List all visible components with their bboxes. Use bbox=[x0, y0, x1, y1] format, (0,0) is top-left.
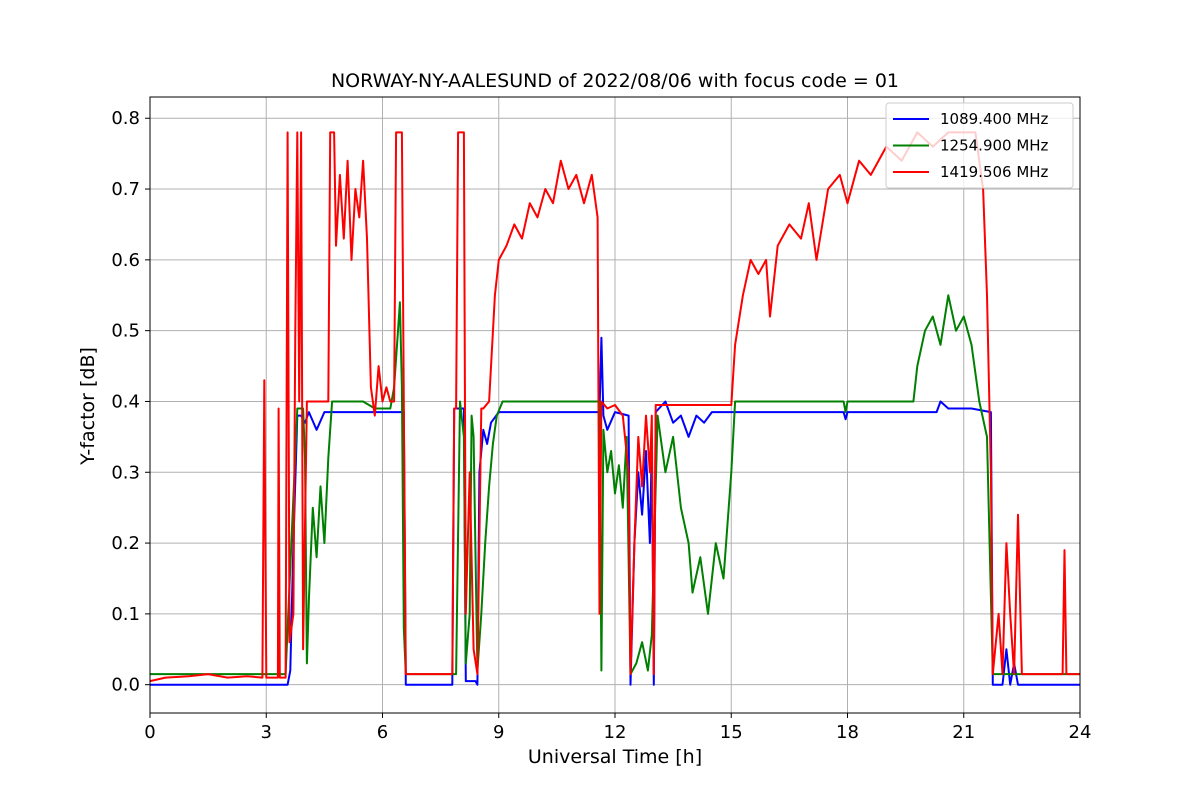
y-axis-ticks: 0.0 0.1 0.2 0.3 0.4 0.5 0.6 0.7 0.8 bbox=[111, 108, 150, 696]
legend-box bbox=[885, 102, 1074, 189]
y-tick-label: 0.7 bbox=[111, 179, 140, 200]
x-axis-label: Universal Time [h] bbox=[528, 746, 702, 768]
y-axis-label: Y-factor [dB] bbox=[77, 347, 99, 466]
series-line-1 bbox=[150, 336, 1080, 686]
x-tick-label: 9 bbox=[493, 722, 504, 743]
x-tick-label: 6 bbox=[377, 722, 388, 743]
legend: 1089.400 MHz 1254.900 MHz 1419.506 MHz bbox=[885, 102, 1074, 189]
x-tick-label: 21 bbox=[952, 722, 975, 743]
legend-label-1: 1089.400 MHz bbox=[940, 110, 1049, 128]
y-tick-label: 0.1 bbox=[111, 604, 140, 625]
y-tick-label: 0.5 bbox=[111, 321, 140, 342]
y-tick-label: 0.2 bbox=[111, 533, 140, 554]
legend-label-2: 1254.900 MHz bbox=[940, 137, 1049, 155]
x-tick-label: 12 bbox=[604, 722, 627, 743]
x-tick-label: 24 bbox=[1069, 722, 1092, 743]
y-tick-label: 0.8 bbox=[111, 108, 140, 129]
x-axis-ticks: 0 3 6 9 12 15 18 21 24 bbox=[144, 713, 1091, 743]
chart-title: NORWAY-NY-AALESUND of 2022/08/06 with fo… bbox=[331, 70, 899, 92]
x-tick-label: 15 bbox=[720, 722, 743, 743]
x-tick-label: 0 bbox=[144, 722, 155, 743]
x-tick-label: 18 bbox=[836, 722, 859, 743]
y-tick-label: 0.3 bbox=[111, 462, 140, 483]
y-tick-label: 0.0 bbox=[111, 675, 140, 696]
y-tick-label: 0.6 bbox=[111, 250, 140, 271]
legend-label-3: 1419.506 MHz bbox=[940, 163, 1049, 181]
y-tick-label: 0.4 bbox=[111, 391, 140, 412]
x-tick-label: 3 bbox=[261, 722, 272, 743]
series-line-2 bbox=[150, 294, 1080, 676]
